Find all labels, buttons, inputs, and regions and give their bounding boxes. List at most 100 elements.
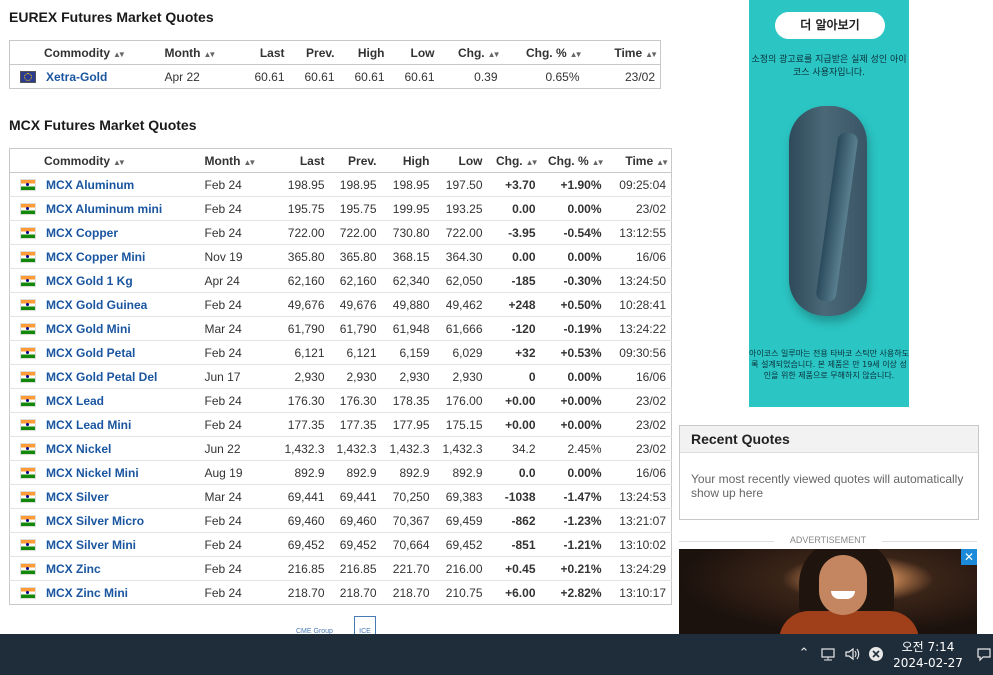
learn-more-button[interactable]: 더 알아보기 [775, 12, 885, 39]
table-row[interactable]: MCX Gold Mini Mar 24 61,790 61,790 61,948 61,… [9, 316, 672, 341]
column-header-time[interactable]: Time ▲▼ [606, 148, 672, 173]
recent-quotes-title: Recent Quotes [680, 426, 978, 453]
table-row[interactable]: MCX Nickel Mini Aug 19 892.9 892.9 892.9 892.… [9, 460, 672, 485]
column-header-label: Low [458, 153, 483, 168]
month-cell: Mar 24 [199, 316, 268, 341]
clock-date[interactable]: 2024-02-27 [893, 656, 963, 670]
iqos-advertisement[interactable]: 더 알아보기 소정의 광고료를 지급받은 실제 성인 아이코스 사용자입니다. … [749, 0, 909, 407]
table-row[interactable]: MCX Aluminum mini Feb 24 195.75 195.75 199.9… [9, 196, 672, 221]
commodity-cell: MCX Lead Mini [9, 412, 200, 437]
commodity-link[interactable]: MCX Zinc Mini [46, 585, 128, 600]
commodity-link[interactable]: MCX Gold Petal [46, 345, 136, 360]
low-cell: 69,452 [434, 532, 488, 557]
table-row[interactable]: MCX Zinc Feb 24 216.85 216.85 221.70 216.00 +0… [9, 556, 672, 581]
column-header-label: Chg. % [547, 153, 589, 168]
advertisement-label: ADVERTISEMENT [679, 535, 977, 545]
commodity-link[interactable]: MCX Gold Petal Del [46, 369, 158, 384]
commodity-link[interactable]: MCX Gold Mini [46, 321, 131, 336]
table-row[interactable]: MCX Copper Mini Nov 19 365.80 365.80 368.15 3… [9, 244, 672, 269]
sort-icon[interactable]: ▲▼ [113, 157, 126, 167]
column-header-time[interactable]: Time ▲▼ [584, 40, 661, 65]
india-flag-icon [20, 515, 36, 528]
table-row[interactable]: MCX Gold Petal Del Jun 17 2,930 2,930 2,930 2… [9, 364, 672, 389]
prev-cell: 49,676 [329, 292, 382, 317]
commodity-link[interactable]: MCX Zinc [46, 561, 101, 576]
ad-close-icon[interactable]: ✕ [961, 549, 977, 565]
high-cell: 221.70 [381, 556, 435, 581]
table-row[interactable]: MCX Lead Mini Feb 24 177.35 177.35 177.95 175… [9, 412, 672, 437]
table-row[interactable]: MCX Nickel Jun 22 1,432.3 1,432.3 1,432.3 1,4… [9, 436, 672, 461]
ad-photo-face [819, 555, 867, 615]
commodity-link[interactable]: MCX Copper Mini [46, 249, 146, 264]
commodity-link[interactable]: MCX Silver Mini [46, 537, 137, 552]
commodity-link[interactable]: MCX Nickel [46, 441, 112, 456]
table-row[interactable]: MCX Gold Guinea Feb 24 49,676 49,676 49,880 4… [9, 292, 672, 317]
table-row[interactable]: MCX Silver Mini Feb 24 69,452 69,452 70,664 6… [9, 532, 672, 557]
sort-icon[interactable]: ▲▼ [569, 49, 583, 59]
column-header-chg[interactable]: Chg. ▲▼ [487, 148, 541, 173]
commodity-link[interactable]: MCX Silver Micro [46, 513, 145, 528]
last-cell: 177.35 [267, 412, 330, 437]
chevron-up-icon[interactable]: ⌃ [798, 646, 810, 661]
column-header-month[interactable]: Month ▲▼ [159, 40, 235, 65]
column-header-chg[interactable]: Chg. ▲▼ [439, 40, 503, 65]
last-cell: 892.9 [267, 460, 330, 485]
last-cell: 2,930 [267, 364, 330, 389]
sort-icon[interactable]: ▲▼ [591, 157, 605, 167]
sort-icon[interactable]: ▲▼ [656, 157, 669, 167]
month-cell: Feb 24 [199, 508, 268, 533]
commodity-link[interactable]: MCX Lead Mini [46, 417, 132, 432]
column-header-low: Low [434, 148, 488, 173]
column-header-month[interactable]: Month ▲▼ [199, 148, 268, 173]
commodity-link[interactable]: MCX Nickel Mini [46, 465, 139, 480]
high-cell: 6,159 [381, 340, 435, 365]
month-cell: Nov 19 [199, 244, 268, 269]
column-header-chg_pct[interactable]: Chg. % ▲▼ [502, 40, 585, 65]
sort-icon[interactable]: ▲▼ [525, 157, 539, 167]
change-percent-cell: -0.19% [540, 316, 607, 341]
commodity-link[interactable]: MCX Aluminum mini [46, 201, 163, 216]
last-cell: 62,160 [267, 268, 330, 293]
commodity-link[interactable]: MCX Lead [46, 393, 105, 408]
column-header-commodity[interactable]: Commodity ▲▼ [9, 40, 160, 65]
table-row[interactable]: MCX Silver Micro Feb 24 69,460 69,460 70,367… [9, 508, 672, 533]
commodity-link[interactable]: MCX Aluminum [46, 177, 135, 192]
last-cell: 6,121 [267, 340, 330, 365]
volume-icon[interactable] [844, 646, 860, 662]
table-row[interactable]: MCX Copper Feb 24 722.00 722.00 730.80 722.00… [9, 220, 672, 245]
commodity-link[interactable]: Xetra-Gold [46, 69, 108, 84]
commodity-cell: MCX Gold Mini [9, 316, 200, 341]
table-row[interactable]: MCX Zinc Mini Feb 24 218.70 218.70 218.70 210… [9, 580, 672, 605]
commodity-cell: MCX Silver Micro [9, 508, 200, 533]
table-row[interactable]: MCX Lead Feb 24 176.30 176.30 178.35 176.00 +0… [9, 388, 672, 413]
commodity-link[interactable]: MCX Silver [46, 489, 109, 504]
commodity-link[interactable]: MCX Gold 1 Kg [46, 273, 133, 288]
high-cell: 70,250 [381, 484, 435, 509]
table-row[interactable]: MCX Silver Mar 24 69,441 69,441 70,250 69,383… [9, 484, 672, 509]
sort-icon[interactable]: ▲▼ [645, 49, 658, 59]
high-cell: 2,930 [381, 364, 435, 389]
clock-time[interactable]: 오전 7:14 [901, 640, 955, 654]
low-cell: 69,459 [434, 508, 488, 533]
table-row[interactable]: MCX Gold Petal Feb 24 6,121 6,121 6,159 6,029… [9, 340, 672, 365]
close-circle-icon[interactable] [868, 646, 884, 662]
time-cell: 23/02 [606, 196, 672, 221]
notification-icon[interactable] [976, 646, 992, 662]
sort-icon[interactable]: ▲▼ [487, 49, 501, 59]
sort-icon[interactable]: ▲▼ [243, 157, 256, 167]
table-row[interactable]: MCX Gold 1 Kg Apr 24 62,160 62,160 62,340 62,… [9, 268, 672, 293]
table-row[interactable]: MCX Aluminum Feb 24 198.95 198.95 198.95 197.… [9, 172, 672, 197]
network-icon[interactable] [820, 646, 836, 662]
prev-cell: 722.00 [329, 220, 382, 245]
prev-cell: 62,160 [329, 268, 382, 293]
table-row[interactable]: Xetra-Gold Apr 22 60.61 60.61 60.61 60.61 0.39… [9, 64, 661, 89]
column-header-commodity[interactable]: Commodity ▲▼ [9, 148, 200, 173]
commodity-link[interactable]: MCX Gold Guinea [46, 297, 148, 312]
photo-advertisement[interactable]: ✕ [679, 549, 977, 635]
column-header-chg_pct[interactable]: Chg. % ▲▼ [540, 148, 607, 173]
sort-icon[interactable]: ▲▼ [113, 49, 126, 59]
commodity-link[interactable]: MCX Copper [46, 225, 118, 240]
sort-icon[interactable]: ▲▼ [203, 49, 216, 59]
column-header-last: Last [267, 148, 330, 173]
month-cell: Feb 24 [199, 220, 268, 245]
